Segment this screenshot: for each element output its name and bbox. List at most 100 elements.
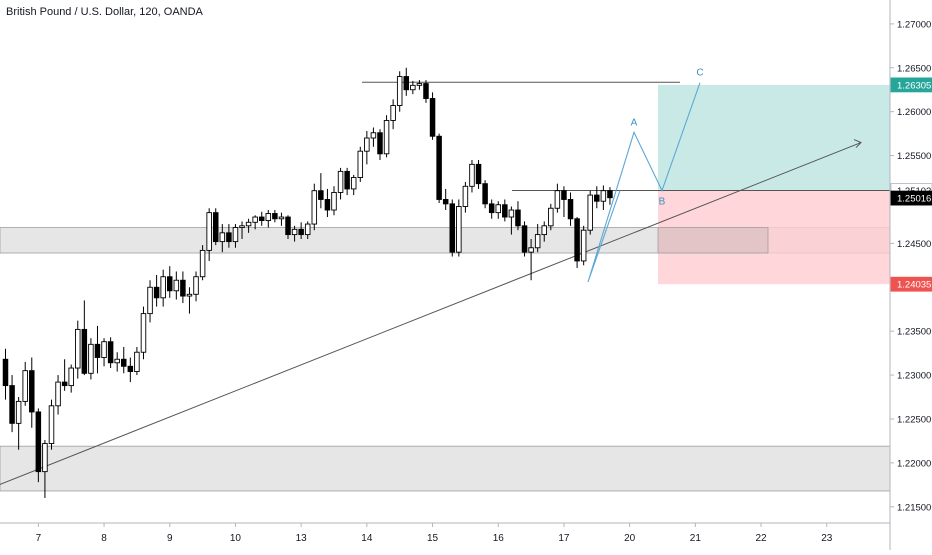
- candle: [68, 364, 74, 393]
- candle-body-up: [193, 276, 199, 295]
- candle: [383, 115, 390, 158]
- candle-body-up: [147, 286, 153, 315]
- candle: [42, 440, 48, 498]
- candle-body-down: [212, 212, 219, 243]
- time-tick-label: 9: [167, 533, 173, 544]
- position-layer: [657, 84, 890, 285]
- candle: [35, 408, 42, 483]
- time-tick-label: 16: [493, 533, 505, 544]
- candle: [147, 280, 153, 323]
- candle-body-up: [410, 84, 416, 91]
- candle: [337, 167, 344, 200]
- drawings-layer: A B C: [0, 68, 890, 485]
- candle-body-up: [186, 293, 193, 297]
- candle: [186, 287, 193, 314]
- candle-body-down: [107, 341, 114, 364]
- candle: [561, 186, 567, 218]
- candle: [278, 212, 285, 226]
- candle-body-down: [298, 228, 304, 236]
- candle: [285, 215, 291, 239]
- candle: [370, 127, 377, 147]
- candle-body-down: [377, 132, 383, 155]
- time-tick-label: 20: [624, 533, 636, 544]
- title-separator: ,: [133, 6, 140, 18]
- candle-body-up: [534, 234, 541, 249]
- candle: [232, 224, 239, 248]
- candle-body-down: [81, 328, 88, 374]
- candle: [265, 210, 272, 228]
- candle-body-up: [304, 223, 311, 236]
- candle-body-down: [153, 286, 160, 299]
- candle-body-up: [495, 204, 502, 214]
- candle-body-down: [180, 279, 186, 297]
- candle: [396, 71, 403, 112]
- candle: [298, 222, 304, 239]
- candle-body-down: [403, 76, 410, 91]
- candle-body-up: [469, 163, 475, 187]
- candle-body-up: [206, 212, 212, 251]
- candle: [502, 199, 508, 222]
- candle: [567, 192, 574, 226]
- candle-body-up: [55, 381, 61, 407]
- price-tick-label: 1.21500: [897, 502, 931, 513]
- candle-body-down: [35, 411, 42, 473]
- interval-label: 120: [139, 6, 158, 18]
- candle: [607, 187, 613, 205]
- candle-body-down: [226, 232, 232, 243]
- candle-body-down: [94, 343, 101, 358]
- candle-body-up: [278, 216, 285, 220]
- candle: [423, 80, 429, 103]
- price-tick-label: 1.22500: [897, 414, 931, 425]
- candle: [594, 186, 600, 209]
- candle-body-down: [442, 199, 449, 205]
- candle: [331, 186, 337, 216]
- candle-body-down: [2, 358, 9, 387]
- candle-body-up: [48, 405, 55, 444]
- candle-body-down: [502, 204, 508, 218]
- price-tick-label: 1.22000: [897, 458, 931, 469]
- candle: [88, 338, 94, 380]
- candle-body-down: [29, 370, 35, 413]
- candle-body-down: [429, 98, 436, 137]
- candle: [245, 218, 252, 233]
- time-tick-label: 8: [101, 533, 107, 544]
- candle-body-up: [140, 313, 147, 353]
- candle-body-up: [199, 249, 206, 278]
- candle: [462, 181, 469, 213]
- candle: [219, 224, 226, 253]
- candle-body-down: [423, 83, 429, 99]
- candle-body-up: [554, 190, 561, 209]
- candle: [580, 225, 587, 266]
- candle: [127, 357, 134, 383]
- candle: [442, 188, 449, 211]
- candle: [107, 337, 114, 369]
- candle-body-up: [42, 443, 48, 473]
- candle: [29, 357, 35, 428]
- candle: [55, 375, 61, 415]
- price-tick-label: 1.23000: [897, 371, 931, 382]
- candle-body-up: [232, 227, 239, 243]
- candle-body-up: [252, 216, 258, 223]
- projection-label-c: C: [696, 68, 703, 79]
- candle: [75, 320, 81, 379]
- time-axis[interactable]: 7 8 9 10 13 14 15 16 17 20 21 22 23: [36, 523, 833, 544]
- candle-body-down: [9, 385, 15, 424]
- candle-body-down: [449, 203, 456, 253]
- candle: [206, 208, 212, 261]
- time-tick-label: 14: [361, 533, 373, 544]
- candle-body-up: [245, 221, 252, 227]
- candle-body-up: [416, 83, 423, 86]
- candle-body-down: [272, 213, 278, 220]
- candle-body-up: [364, 137, 370, 152]
- time-tick-label: 7: [36, 533, 42, 544]
- candle: [258, 211, 265, 226]
- candle-body-up: [383, 120, 390, 155]
- candle: [180, 271, 186, 304]
- candle: [61, 359, 68, 391]
- candle: [324, 188, 331, 218]
- trendline: [0, 142, 862, 485]
- candle: [311, 183, 318, 231]
